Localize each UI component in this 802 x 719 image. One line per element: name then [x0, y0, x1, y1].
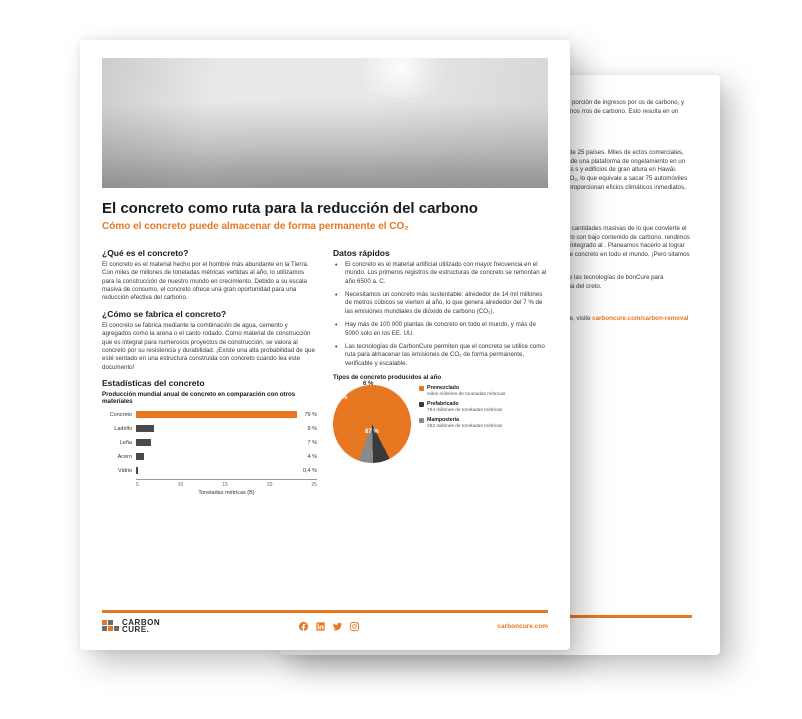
axis-title: Toneladas métricas (B)	[136, 490, 317, 496]
axis-tick: 20	[267, 482, 273, 488]
legend-item: Prefabricado794 millones de toneladas mé…	[419, 401, 505, 414]
legend-swatch	[419, 418, 424, 423]
bar-track	[136, 467, 296, 474]
bar-value: 7 %	[308, 440, 317, 446]
chart-title: Tipos de concreto producidos al año	[333, 374, 548, 381]
legend-text: Prefabricado794 millones de toneladas mé…	[427, 401, 502, 414]
section-heading: Datos rápidos	[333, 248, 548, 258]
bar-fill	[136, 411, 297, 418]
legend-text: Premezcladomiles millones de toneladas m…	[427, 385, 505, 398]
pie-chart: 87 %7 %6 %	[333, 385, 411, 463]
social-icons	[298, 621, 360, 632]
pie-slice-label: 87 %	[365, 429, 379, 435]
bar-fill	[136, 453, 144, 460]
fact-item: El concreto es el material artificial ut…	[341, 261, 548, 286]
bar-track	[136, 411, 297, 418]
two-column-layout: ¿Qué es el concreto? El concreto es el m…	[102, 242, 548, 602]
linkedin-icon[interactable]	[315, 621, 326, 632]
pie-chart-area: 87 %7 %6 % Premezcladomiles millones de …	[333, 385, 548, 463]
axis-tick: 15	[222, 482, 228, 488]
section-heading: ¿Cómo se fabrica el concreto?	[102, 309, 317, 319]
contact-link[interactable]: carboncure.com/carbon-removal	[592, 315, 688, 322]
footer-url[interactable]: carboncure.com	[497, 623, 548, 630]
chart-title: Producción mundial anual de concreto en …	[102, 391, 317, 405]
bar-track	[136, 425, 301, 432]
body-text: El concreto se fabrica mediante la combi…	[102, 322, 317, 372]
fact-item: Necesitamos un concreto más sustentable:…	[341, 291, 548, 316]
logo-text: CARBONCURE.	[122, 619, 160, 634]
legend-swatch	[419, 386, 424, 391]
bar-label: Concreto	[102, 412, 132, 418]
bar-label: Vidrio	[102, 468, 132, 474]
bar-row: Ladrillo 9 %	[102, 423, 317, 435]
facebook-icon[interactable]	[298, 621, 309, 632]
bar-label: Ladrillo	[102, 426, 132, 432]
axis-tick: 5	[136, 482, 139, 488]
bar-axis: 5 10 15 20 25	[136, 479, 317, 488]
bar-value: 4 %	[308, 454, 317, 460]
page-footer: CARBONCURE. carboncure.com	[102, 610, 548, 634]
document-page-1: El concreto como ruta para la reducción …	[80, 40, 570, 650]
bar-track	[136, 439, 301, 446]
axis-tick: 25	[311, 482, 317, 488]
bar-fill	[136, 425, 154, 432]
bar-value: 79 %	[304, 412, 317, 418]
bar-track	[136, 453, 301, 460]
body-text: El concreto es el material hecho por el …	[102, 261, 317, 303]
section-heading: Estadísticas del concreto	[102, 378, 317, 388]
bar-fill	[136, 439, 151, 446]
hero-image	[102, 58, 548, 188]
axis-tick: 10	[178, 482, 184, 488]
legend-item: Premezcladomiles millones de toneladas m…	[419, 385, 505, 398]
right-column: Datos rápidos El concreto es el material…	[333, 242, 548, 602]
logo-mark-icon	[102, 620, 118, 632]
bar-value: 0,4 %	[303, 468, 317, 474]
pie-legend: Premezcladomiles millones de toneladas m…	[419, 385, 505, 433]
bar-label: Leña	[102, 440, 132, 446]
facts-list: El concreto es el material artificial ut…	[333, 261, 548, 368]
instagram-icon[interactable]	[349, 621, 360, 632]
bar-label: Acero	[102, 454, 132, 460]
bar-row: Acero 4 %	[102, 451, 317, 463]
pie-slice-label: 7 %	[337, 395, 347, 401]
legend-item: Mampostería292 millones de toneladas mét…	[419, 417, 505, 430]
bar-fill	[136, 467, 138, 474]
page-subtitle: Cómo el concreto puede almacenar de form…	[102, 221, 548, 232]
twitter-icon[interactable]	[332, 621, 343, 632]
legend-text: Mampostería292 millones de toneladas mét…	[427, 417, 502, 430]
brand-logo: CARBONCURE.	[102, 619, 160, 634]
left-column: ¿Qué es el concreto? El concreto es el m…	[102, 242, 317, 602]
bar-value: 9 %	[308, 426, 317, 432]
pie-slice-label: 6 %	[363, 381, 373, 387]
bar-chart: Concreto 79 % Ladrillo 9 % Leña 7 % Acero 4 % Vi…	[102, 409, 317, 496]
bar-row: Vidrio 0,4 %	[102, 465, 317, 477]
legend-swatch	[419, 402, 424, 407]
page-title: El concreto como ruta para la reducción …	[102, 200, 548, 218]
bar-row: Leña 7 %	[102, 437, 317, 449]
section-heading: ¿Qué es el concreto?	[102, 248, 317, 258]
bar-row: Concreto 79 %	[102, 409, 317, 421]
fact-item: Las tecnologías de CarbonCure permiten q…	[341, 343, 548, 368]
fact-item: Hay más de 100 000 plantas de concreto e…	[341, 321, 548, 338]
